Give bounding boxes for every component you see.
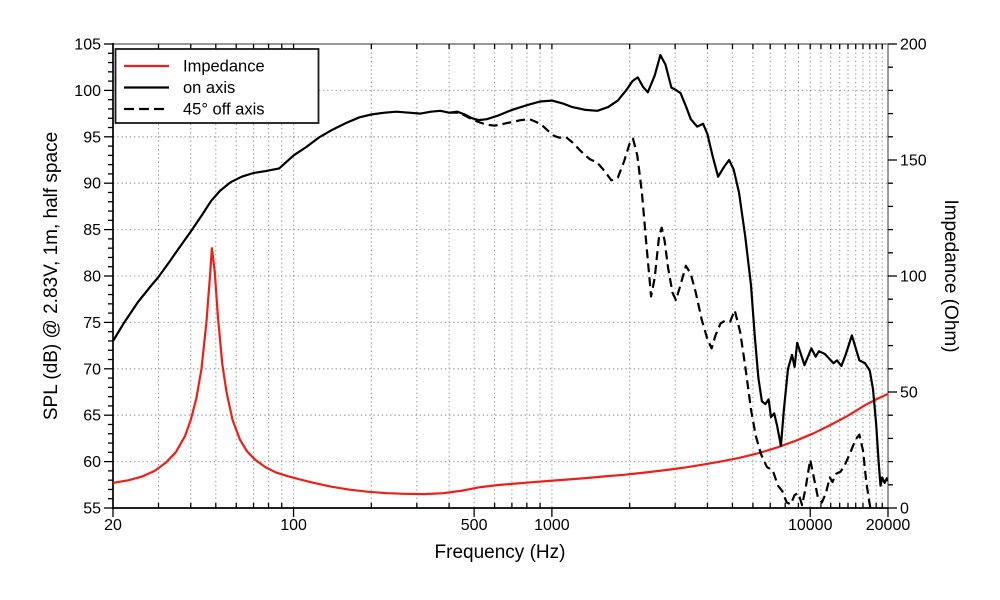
y-left-tick-label-85: 85	[83, 222, 101, 239]
y-right-tick-label-100: 100	[900, 269, 927, 286]
x-tick-label-20000: 20000	[866, 517, 911, 534]
legend-box	[114, 48, 320, 124]
legend-label-45-off-axis: 45° off axis	[183, 101, 265, 119]
y-right-tick-label-150: 150	[900, 153, 927, 170]
y-left-tick-label-65: 65	[83, 408, 101, 425]
y-left-tick-label-75: 75	[83, 315, 101, 332]
x-tick-label-10000: 10000	[788, 517, 833, 534]
y-left-axis-title: SPL (dB) @ 2.83V, 1m, half space	[41, 132, 62, 420]
y-right-tick-label-50: 50	[900, 385, 918, 402]
gridlines	[113, 44, 888, 508]
x-tick-label-20: 20	[104, 517, 122, 534]
x-tick-label-1000: 1000	[534, 517, 570, 534]
y-right-axis-title: Impedance (Ohm)	[940, 199, 961, 352]
y-left-tick-label-55: 55	[83, 501, 101, 518]
impedance-curve	[113, 247, 888, 496]
y-left-tick-label-80: 80	[83, 269, 101, 286]
y-left-tick-label-70: 70	[83, 361, 101, 378]
y-right-tick-label-0: 0	[900, 501, 909, 518]
legend-label-on-axis: on axis	[183, 79, 235, 97]
45-off-axis-curve	[449, 111, 872, 508]
axis-ticks	[104, 43, 897, 517]
axis-tick-labels: 20 100 500 1000 10000 20000556065707580859095…	[74, 37, 927, 535]
legend: Impedance on axis 45° off axis	[114, 48, 320, 124]
y-left-tick-label-60: 60	[83, 454, 101, 471]
y-left-tick-label-100: 100	[74, 83, 101, 100]
y-left-tick-label-105: 105	[74, 37, 101, 54]
y-left-tick-label-90: 90	[83, 176, 101, 193]
x-tick-label-100: 100	[280, 517, 307, 534]
x-tick-label-500: 500	[461, 517, 488, 534]
y-left-tick-label-95: 95	[83, 129, 101, 146]
legend-label-impedance: Impedance	[183, 58, 265, 76]
curves	[113, 54, 888, 508]
on-axis-curve	[113, 54, 888, 487]
y-right-tick-label-200: 200	[900, 37, 927, 54]
x-axis-title: Frequency (Hz)	[435, 542, 566, 563]
